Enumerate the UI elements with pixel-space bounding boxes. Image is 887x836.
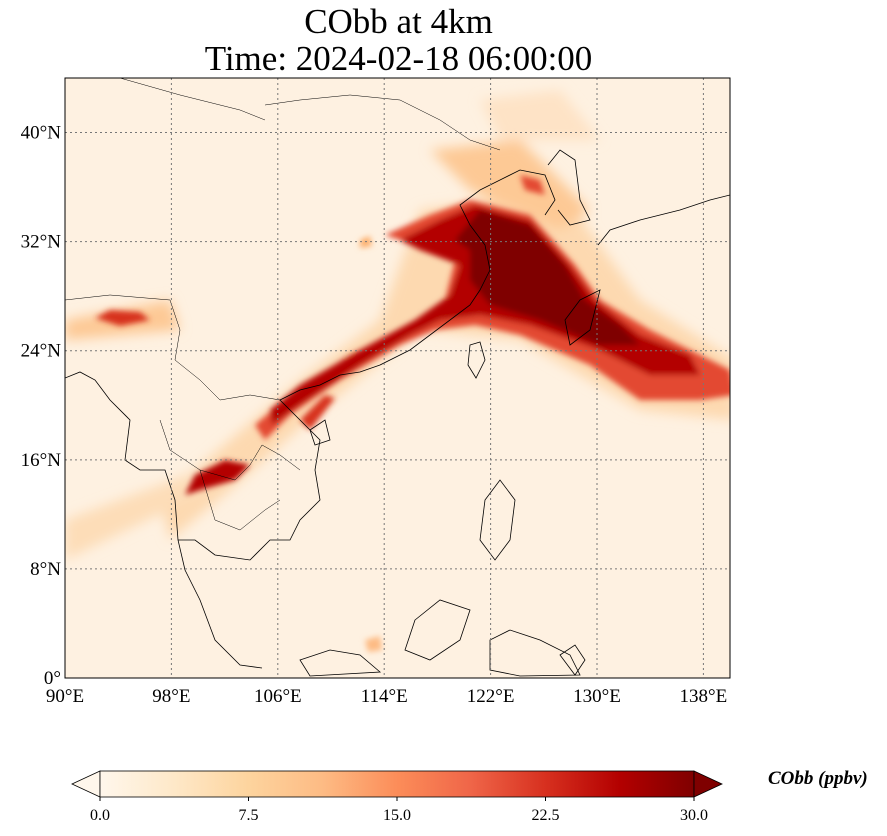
colorbar-tick-label: 15.0 (383, 807, 411, 824)
colorbar-tick-label: 0.0 (90, 807, 110, 824)
lon-tick-label: 114°E (361, 686, 408, 707)
lat-tick-label: 40°N (21, 123, 62, 144)
lon-tick-label: 98°E (152, 686, 190, 707)
lon-tick-label: 90°E (46, 686, 84, 707)
lat-tick-labels: 0° 8°N 16°N 24°N 32°N 40°N (21, 123, 62, 689)
map-figure: 90°E 98°E 106°E 114°E 122°E 130°E 138°E 0° 8°N 1… (0, 0, 887, 836)
colorbar-tick-label: 30.0 (680, 807, 708, 824)
colorbar-tick-label: 7.5 (239, 807, 259, 824)
colorbar-tick-label: 22.5 (532, 807, 560, 824)
lon-tick-label: 122°E (467, 686, 515, 707)
colorbar-extend-max (694, 771, 722, 797)
colorbar: 0.0 7.5 15.0 22.5 30.0 (72, 771, 722, 824)
lon-tick-label: 130°E (573, 686, 621, 707)
lon-tick-labels: 90°E 98°E 106°E 114°E 122°E 130°E 138°E (46, 686, 727, 707)
colorbar-tick-labels: 0.0 7.5 15.0 22.5 30.0 (90, 797, 708, 824)
lat-tick-label: 0° (44, 668, 61, 689)
lon-tick-label: 138°E (680, 686, 728, 707)
colorbar-label: CObb (ppbv) (768, 768, 868, 790)
colorbar-gradient (100, 771, 694, 797)
lat-tick-label: 16°N (21, 450, 62, 471)
colorbar-extend-min (72, 771, 100, 797)
lat-tick-label: 8°N (30, 559, 61, 580)
lat-tick-label: 32°N (21, 232, 62, 253)
lat-tick-label: 24°N (21, 341, 62, 362)
lon-tick-label: 106°E (254, 686, 302, 707)
